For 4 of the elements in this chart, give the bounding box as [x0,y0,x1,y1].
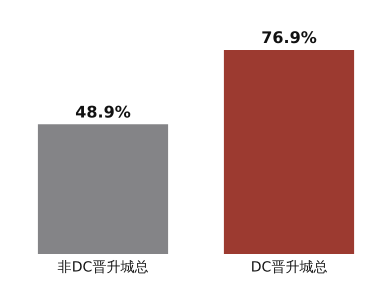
data-label: 48.9% [75,102,131,122]
x-tick-label: DC晋升城总 [250,260,328,276]
data-label: 76.9% [261,28,317,47]
x-tick-label: 非DC晋升城总 [58,260,148,276]
